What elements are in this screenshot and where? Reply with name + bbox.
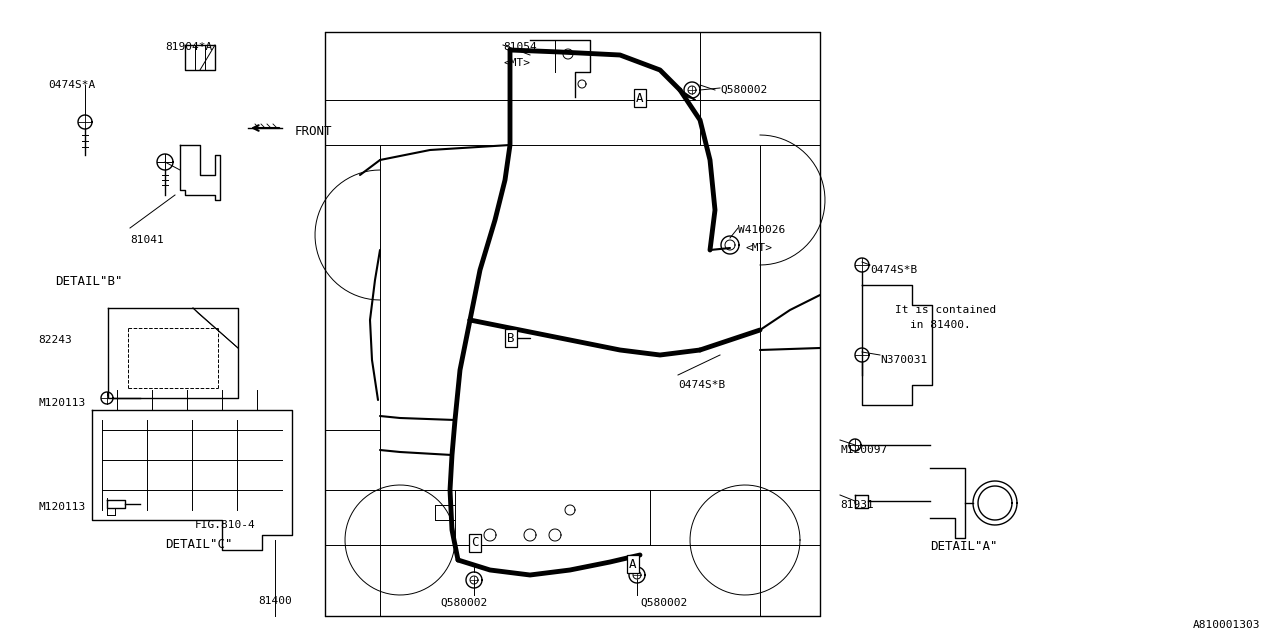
Text: Q580002: Q580002 xyxy=(440,598,488,608)
Text: DETAIL"B": DETAIL"B" xyxy=(55,275,123,288)
Text: Q580002: Q580002 xyxy=(640,598,687,608)
Text: <MT>: <MT> xyxy=(745,243,772,253)
Text: Q580002: Q580002 xyxy=(721,85,767,95)
Text: 81931: 81931 xyxy=(840,500,874,510)
Text: 0474S*B: 0474S*B xyxy=(678,380,726,390)
Text: FRONT: FRONT xyxy=(294,125,333,138)
Text: M120113: M120113 xyxy=(38,398,86,408)
Text: A: A xyxy=(636,92,644,104)
Text: FIG.810-4: FIG.810-4 xyxy=(195,520,256,530)
Text: DETAIL"C": DETAIL"C" xyxy=(165,538,233,551)
Text: 81400: 81400 xyxy=(259,596,292,606)
Text: DETAIL"A": DETAIL"A" xyxy=(931,540,997,553)
Text: M120113: M120113 xyxy=(38,502,86,512)
Text: A810001303: A810001303 xyxy=(1193,620,1260,630)
Text: 81904*A: 81904*A xyxy=(165,42,212,52)
Text: 0474S*B: 0474S*B xyxy=(870,265,918,275)
Text: 81041: 81041 xyxy=(131,235,164,245)
Text: <MT>: <MT> xyxy=(503,58,530,68)
Text: 0474S*A: 0474S*A xyxy=(49,80,95,90)
Text: M120097: M120097 xyxy=(840,445,887,455)
Text: W410026: W410026 xyxy=(739,225,785,235)
Text: A: A xyxy=(630,557,636,570)
Text: C: C xyxy=(471,536,479,550)
Text: It is contained: It is contained xyxy=(895,305,996,315)
Text: 82243: 82243 xyxy=(38,335,72,345)
Text: in 81400.: in 81400. xyxy=(910,320,970,330)
Text: B: B xyxy=(507,332,515,344)
Text: N370031: N370031 xyxy=(881,355,927,365)
Text: 81054: 81054 xyxy=(503,42,536,52)
